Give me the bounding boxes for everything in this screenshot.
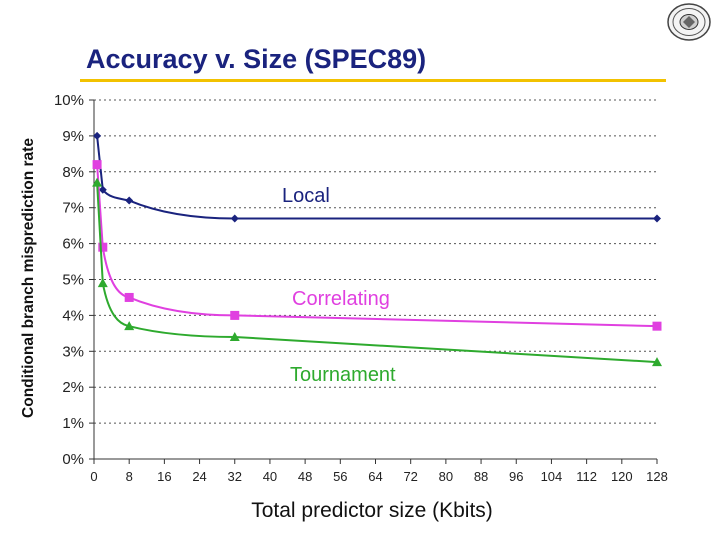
data-point-local: [93, 131, 102, 140]
x-tick-label: 88: [474, 469, 488, 484]
series-line-local: [96, 135, 657, 220]
axes: [89, 99, 658, 464]
y-tick-label: 6%: [62, 236, 84, 253]
gridlines: [94, 99, 657, 424]
data-point-local: [230, 214, 239, 223]
series-line-tournament: [96, 182, 658, 364]
x-axis-label: Total predictor size (Kbits): [251, 499, 493, 522]
x-tick-label: 16: [157, 469, 171, 484]
y-tick-label: 4%: [62, 307, 84, 324]
data-point-tournament: [124, 321, 135, 331]
x-tick-label: 8: [126, 469, 133, 484]
series-labels: Local Correlating Tournament: [282, 185, 396, 386]
page-title: Accuracy v. Size (SPEC89): [86, 44, 427, 74]
x-tick-label: 120: [611, 469, 633, 484]
data-point-local: [653, 214, 661, 223]
x-tick-labels: 0 8 16 24 32 40 48 56 64 72 80 88 96 104 112 120 128: [90, 469, 667, 484]
x-tick-label: 48: [298, 469, 312, 484]
y-tick-label: 7%: [62, 200, 84, 217]
data-point-correlating: [230, 310, 240, 320]
university-seal-icon: [667, 3, 711, 41]
x-tick-label: 96: [509, 469, 523, 484]
x-tick-label: 112: [576, 469, 597, 484]
x-tick-label: 32: [228, 469, 242, 484]
x-tick-label: 104: [541, 469, 563, 484]
data-point-correlating: [652, 321, 662, 331]
y-tick-label: 0%: [62, 451, 84, 468]
y-tick-label: 9%: [62, 128, 84, 145]
y-tick-labels: 0% 1% 2% 3% 4% 5% 6% 7% 8% 9% 10%: [54, 92, 84, 468]
y-tick-label: 10%: [54, 92, 84, 109]
series-group: [92, 131, 662, 367]
x-tick-label: 0: [90, 469, 97, 484]
data-point-local: [98, 185, 107, 194]
data-point-local: [125, 196, 134, 205]
x-tick-label: 80: [439, 469, 453, 484]
data-point-correlating: [98, 242, 108, 252]
series-label-tournament: Tournament: [290, 364, 396, 386]
y-axis-label: Conditional branch misprediction rate: [20, 138, 37, 418]
data-point-correlating: [92, 160, 102, 170]
x-tick-label: 64: [368, 469, 382, 484]
x-tick-label: 24: [192, 469, 206, 484]
data-point-tournament: [97, 278, 108, 288]
x-tick-label: 40: [263, 469, 277, 484]
series-label-correlating: Correlating: [292, 288, 390, 310]
data-point-tournament: [652, 357, 662, 367]
y-tick-label: 8%: [62, 164, 84, 181]
y-tick-label: 1%: [62, 415, 84, 432]
y-tick-label: 5%: [62, 272, 84, 289]
data-point-correlating: [124, 292, 134, 302]
title-underline: [80, 79, 666, 82]
x-tick-label: 128: [646, 469, 668, 484]
y-tick-label: 3%: [62, 343, 84, 360]
y-tick-label: 2%: [62, 379, 84, 396]
data-point-tournament: [229, 331, 240, 341]
x-tick-label: 72: [403, 469, 417, 484]
x-tick-label: 56: [333, 469, 347, 484]
series-label-local: Local: [282, 185, 330, 207]
data-point-tournament: [92, 177, 103, 187]
